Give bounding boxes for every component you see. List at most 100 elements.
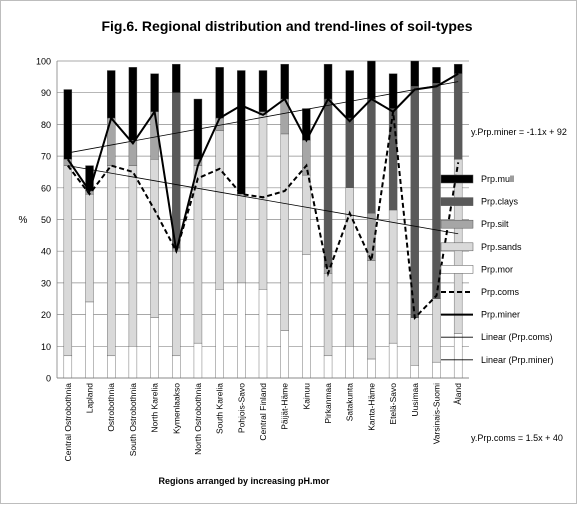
- x-tick-label: Pohjois-Savo: [236, 383, 246, 433]
- bar-segment: [258, 114, 268, 290]
- bar-segment: [367, 260, 376, 360]
- bar-segment: [172, 63, 181, 93]
- bar-segment: [215, 130, 224, 290]
- bar-segment: [410, 365, 419, 379]
- bar-segment: [237, 70, 246, 195]
- y-tick-label: 0: [46, 374, 51, 384]
- bar-segment: [85, 193, 94, 303]
- y-tick-label: 30: [41, 278, 51, 288]
- bar-segment: [388, 108, 398, 211]
- bar-segment: [367, 98, 376, 214]
- legend-swatch: [440, 219, 474, 229]
- bar-segment: [107, 355, 116, 379]
- bar-segment: [323, 355, 333, 379]
- bar-segment: [193, 342, 203, 379]
- series-lines: [66, 72, 460, 321]
- bar-segment: [410, 60, 419, 87]
- legend-swatch: [440, 174, 474, 184]
- x-tick-label: Etelä-Savo: [388, 383, 398, 425]
- legend-swatch: [440, 197, 474, 206]
- y-tick-label: 40: [41, 247, 51, 257]
- bar-segment: [388, 209, 398, 344]
- legend-label: Linear (Prp.coms): [481, 332, 553, 342]
- bar-segment: [172, 92, 181, 249]
- bar-segment: [367, 358, 376, 379]
- trend-line: [67, 81, 459, 154]
- bar-segment: [453, 63, 463, 74]
- legend-label: Prp.coms: [481, 287, 520, 297]
- bar-segment: [432, 67, 441, 84]
- x-tick-label: North Ostrobothnia: [193, 383, 203, 455]
- legend-label: Linear (Prp.miner): [481, 355, 554, 365]
- x-tick-label: Lapland: [85, 383, 95, 414]
- bar-segment: [85, 301, 94, 379]
- bar-segment: [63, 355, 73, 379]
- bar-segment: [128, 165, 138, 347]
- y-tick-label: 20: [41, 310, 51, 320]
- bar-segment: [323, 63, 333, 100]
- x-tick-label: South Karelia: [215, 383, 225, 434]
- bar-segment: [410, 317, 419, 366]
- legend-label: Prp.mull: [481, 174, 514, 184]
- trend-lines: [67, 81, 459, 235]
- bar-segment: [302, 140, 311, 176]
- legend-label: Prp.clays: [481, 197, 519, 207]
- annotation-coms: y.Prp.coms = 1.5x + 40: [471, 433, 563, 443]
- x-tick-label: Pirkanmaa: [323, 383, 333, 424]
- bar-segment: [172, 250, 181, 357]
- bar-segment: [280, 63, 289, 100]
- legend-label: Prp.silt: [481, 219, 509, 229]
- bar-segment: [128, 346, 138, 379]
- x-tick-label: Uusimaa: [410, 383, 420, 417]
- y-tick-label: 10: [41, 342, 51, 352]
- y-tick-label: 100: [36, 57, 51, 67]
- legend-swatch: [440, 265, 474, 274]
- bar-segment: [193, 165, 203, 344]
- y-tick-label: 60: [41, 183, 51, 193]
- bar-segment: [345, 117, 354, 188]
- x-tick-label: Satakunta: [345, 383, 355, 422]
- bar-segment: [128, 67, 138, 141]
- x-tick-label: Päijät-Häme: [280, 383, 290, 430]
- x-tick-label: Ostrobothnia: [106, 383, 116, 432]
- x-tick-label: Kanta-Häme: [366, 383, 376, 431]
- bar-segment: [323, 273, 333, 357]
- legend-swatch: [440, 242, 474, 252]
- y-axis: 0 10 20 30 40 50 60 70 80 90 100: [36, 57, 58, 384]
- bar-segment: [388, 342, 398, 379]
- bar-segment: [453, 73, 463, 160]
- y-tick-label: 70: [41, 152, 51, 162]
- bar-segment: [432, 361, 441, 379]
- series-line: [66, 72, 459, 252]
- x-tick-label: South Ostrobothnia: [128, 383, 138, 457]
- bar-segment: [258, 289, 268, 379]
- y-axis-label: %: [19, 215, 28, 226]
- annotation-miner: y.Prp.miner = -1.1x + 92: [471, 127, 567, 137]
- bar-segment: [172, 355, 181, 379]
- bar-segment: [150, 73, 159, 112]
- bar-segment: [215, 289, 224, 379]
- y-tick-label: 50: [41, 215, 51, 225]
- legend-label: Prp.miner: [481, 310, 520, 320]
- y-tick-label: 80: [41, 120, 51, 130]
- x-tick-label: Central Finland: [258, 383, 268, 441]
- x-tick-label: Kainuu: [301, 383, 311, 410]
- bar-segment: [280, 133, 289, 331]
- bar-segment: [345, 70, 354, 119]
- bar-segment: [432, 82, 441, 299]
- bar-segment: [388, 73, 398, 109]
- x-tick-label: Central Ostrobothnia: [63, 383, 73, 462]
- bar-segment: [107, 70, 116, 119]
- legend-label: Prp.sands: [481, 242, 522, 252]
- legend: Prp.mull Prp.clays Prp.silt Prp.sands Prp.mo…: [440, 174, 554, 365]
- x-tick-label: Kymenlaakso: [171, 383, 181, 434]
- bar-segment: [345, 346, 354, 379]
- x-tick-label: Åland: [453, 383, 463, 405]
- trend-line: [67, 165, 459, 235]
- x-axis: Central Ostrobothnia Lapland Ostrobothnia S…: [57, 377, 469, 462]
- bar-segment: [258, 70, 268, 112]
- bar-segment: [63, 165, 73, 357]
- bar-segment: [302, 254, 311, 379]
